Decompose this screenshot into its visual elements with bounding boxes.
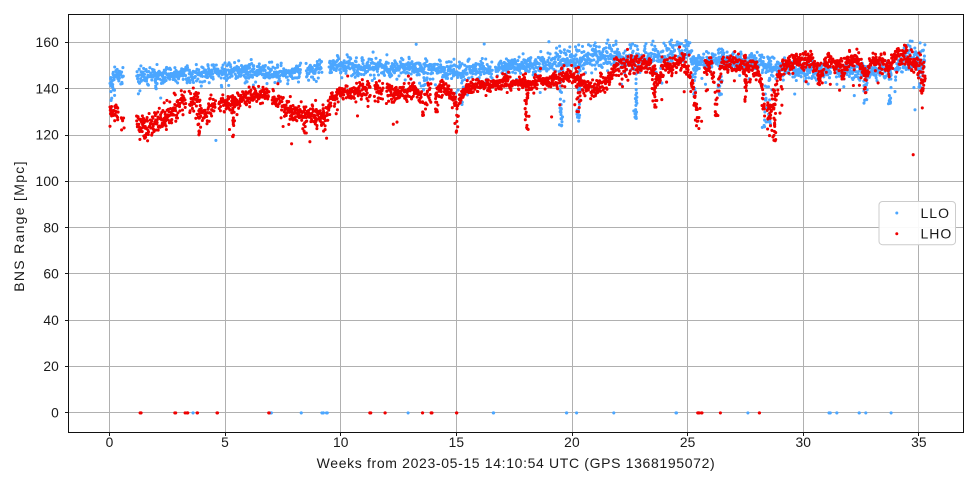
svg-text:140: 140: [36, 81, 60, 96]
svg-text:80: 80: [43, 220, 59, 235]
svg-text:Weeks from 2023-05-15 14:10:54: Weeks from 2023-05-15 14:10:54 UTC (GPS …: [317, 455, 716, 471]
svg-text:5: 5: [221, 435, 229, 450]
svg-text:15: 15: [449, 435, 465, 450]
svg-text:20: 20: [564, 435, 580, 450]
svg-text:40: 40: [43, 313, 59, 328]
svg-text:0: 0: [51, 406, 59, 421]
svg-text:BNS Range [Mpc]: BNS Range [Mpc]: [11, 160, 27, 292]
svg-text:LHO: LHO: [921, 226, 953, 242]
svg-text:LLO: LLO: [921, 205, 950, 221]
svg-text:30: 30: [795, 435, 811, 450]
svg-text:60: 60: [43, 267, 59, 282]
svg-text:10: 10: [333, 435, 349, 450]
svg-text:120: 120: [36, 128, 60, 143]
svg-text:160: 160: [36, 35, 60, 50]
svg-text:35: 35: [911, 435, 927, 450]
svg-text:20: 20: [43, 359, 59, 374]
svg-text:100: 100: [36, 174, 60, 189]
svg-text:25: 25: [680, 435, 696, 450]
svg-text:0: 0: [106, 435, 114, 450]
